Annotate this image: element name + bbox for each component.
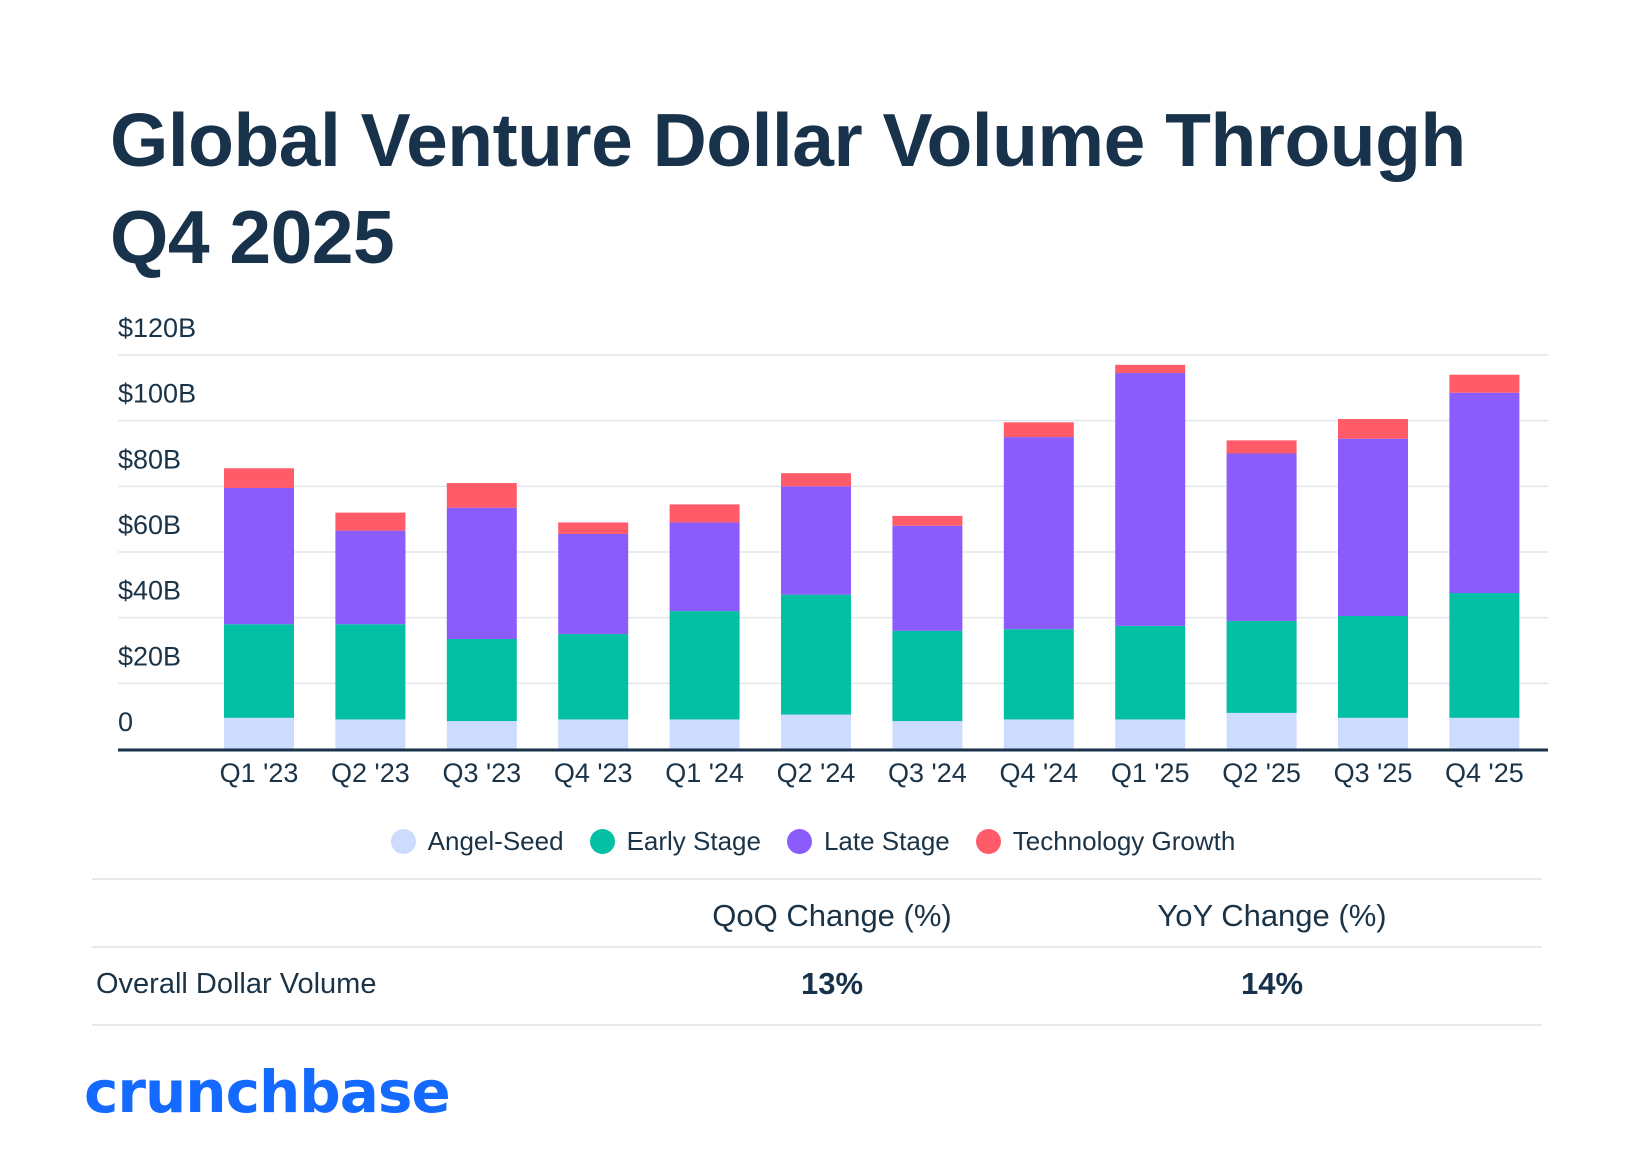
bar-segment xyxy=(1449,392,1520,594)
y-tick-label: $20B xyxy=(118,641,181,671)
stacked-bar-chart: 0 $20B $40B $60B $80B $100B $120B Q1 '23 Q2 '23 Q… xyxy=(118,313,1548,788)
y-tick-label: $100B xyxy=(118,379,196,409)
legend-item: Angel-Seed xyxy=(390,826,564,857)
bar-segment xyxy=(1338,616,1408,718)
bar-segment xyxy=(558,533,629,635)
bar-segment xyxy=(892,515,963,526)
x-tick-label: Q4 '24 xyxy=(999,758,1078,788)
yoy-value: 14% xyxy=(1240,966,1304,1001)
bar-segment xyxy=(1115,364,1186,374)
bar-segment xyxy=(1226,440,1297,454)
chart-legend: Angel-Seed Early Stage Late Stage Technolog… xyxy=(0,826,1626,857)
bar-segment xyxy=(669,611,740,720)
legend-swatch xyxy=(786,829,812,854)
legend-label: Technology Growth xyxy=(1012,826,1236,856)
bar-segment xyxy=(781,594,851,715)
bar-segment xyxy=(446,639,517,722)
bar-segment xyxy=(1226,712,1297,749)
y-tick-label: $120B xyxy=(118,313,196,343)
y-tick-label: $60B xyxy=(118,510,181,540)
bar-segment xyxy=(446,507,517,640)
qoq-value: 13% xyxy=(800,966,864,1001)
bar-segment xyxy=(1449,593,1520,718)
bar-segment xyxy=(224,487,294,625)
bar-segment xyxy=(669,522,740,612)
x-tick-label: Q2 '25 xyxy=(1222,758,1301,788)
bar-segment xyxy=(1003,437,1074,630)
bar-segment xyxy=(1003,629,1074,720)
bar-segment xyxy=(335,512,406,531)
x-tick-label: Q2 '23 xyxy=(331,758,410,788)
legend-swatch xyxy=(975,829,1001,854)
bar-segment xyxy=(335,719,406,749)
legend-swatch xyxy=(390,829,416,854)
bar-segment xyxy=(335,530,406,625)
yoy-header: YoY Change (%) xyxy=(1157,898,1387,933)
bar-segment xyxy=(669,504,740,523)
legend-label: Late Stage xyxy=(823,826,950,856)
bar-segment xyxy=(1003,422,1074,438)
bar-segment xyxy=(1449,717,1520,749)
bar-segment xyxy=(1115,373,1186,626)
bar-segment xyxy=(224,717,294,749)
x-tick-label: Q3 '25 xyxy=(1334,758,1413,788)
bar-segment xyxy=(558,522,629,534)
table-divider xyxy=(92,878,1542,880)
legend-label: Early Stage xyxy=(626,826,761,856)
legend-swatch xyxy=(589,829,615,854)
bar-segment xyxy=(1226,453,1297,621)
y-tick-label: $80B xyxy=(118,444,181,474)
bar-segment xyxy=(1226,620,1297,713)
row-label: Overall Dollar Volume xyxy=(96,968,377,1000)
x-tick-label: Q4 '23 xyxy=(554,758,633,788)
bar-segment xyxy=(892,630,963,722)
bar-segment xyxy=(1003,719,1074,749)
y-tick-label: $40B xyxy=(118,576,181,606)
bar-segment xyxy=(892,721,963,749)
bar-segment xyxy=(558,719,629,749)
table-divider xyxy=(92,1024,1542,1026)
legend-label: Angel-Seed xyxy=(427,826,564,856)
bar-segment xyxy=(1338,438,1408,617)
bar-segment xyxy=(335,624,406,720)
x-tick-label: Q3 '24 xyxy=(888,758,967,788)
legend-item: Technology Growth xyxy=(975,826,1236,857)
table-divider xyxy=(92,946,1542,948)
bar-segment xyxy=(1338,419,1408,439)
bar-segment xyxy=(224,468,294,488)
bar-segment xyxy=(1449,374,1520,393)
bar-segment xyxy=(669,719,740,749)
bar-segment xyxy=(1115,719,1186,749)
x-tick-label: Q2 '24 xyxy=(777,758,856,788)
x-tick-label: Q1 '24 xyxy=(665,758,744,788)
bar-segment xyxy=(781,473,851,487)
bar-segment xyxy=(446,483,517,508)
bar-segment xyxy=(892,525,963,631)
bar-segment xyxy=(781,486,851,595)
bar-segment xyxy=(558,634,629,720)
qoq-header: QoQ Change (%) xyxy=(712,898,952,933)
bar-segment xyxy=(1338,717,1408,749)
bar-segment xyxy=(446,721,517,749)
legend-item: Late Stage xyxy=(786,826,950,857)
bar-segment xyxy=(1115,625,1186,720)
bar-segment xyxy=(224,624,294,718)
chart-title: Global Venture Dollar Volume Through Q4 … xyxy=(110,98,1466,279)
x-tick-label: Q1 '23 xyxy=(220,758,299,788)
x-tick-label: Q3 '23 xyxy=(442,758,521,788)
crunchbase-logo: crunchbase xyxy=(84,1058,451,1126)
x-tick-label: Q4 '25 xyxy=(1445,758,1524,788)
y-tick-label: 0 xyxy=(118,707,133,737)
bar-segment xyxy=(781,714,851,749)
legend-item: Early Stage xyxy=(589,826,761,857)
x-tick-label: Q1 '25 xyxy=(1111,758,1190,788)
